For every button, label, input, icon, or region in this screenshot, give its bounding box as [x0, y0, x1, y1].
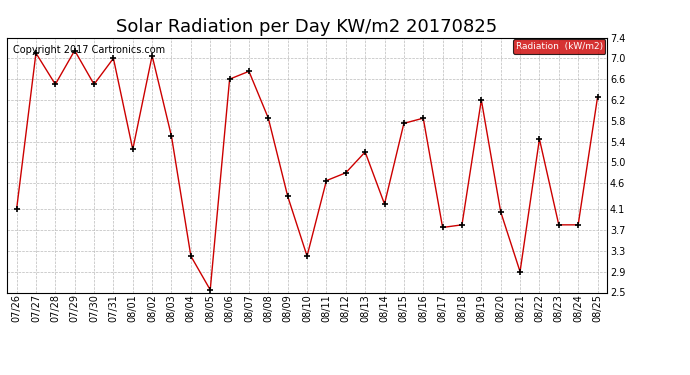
Title: Solar Radiation per Day KW/m2 20170825: Solar Radiation per Day KW/m2 20170825: [117, 18, 497, 36]
Text: Copyright 2017 Cartronics.com: Copyright 2017 Cartronics.com: [13, 45, 165, 55]
Legend: Radiation  (kW/m2): Radiation (kW/m2): [513, 39, 605, 54]
